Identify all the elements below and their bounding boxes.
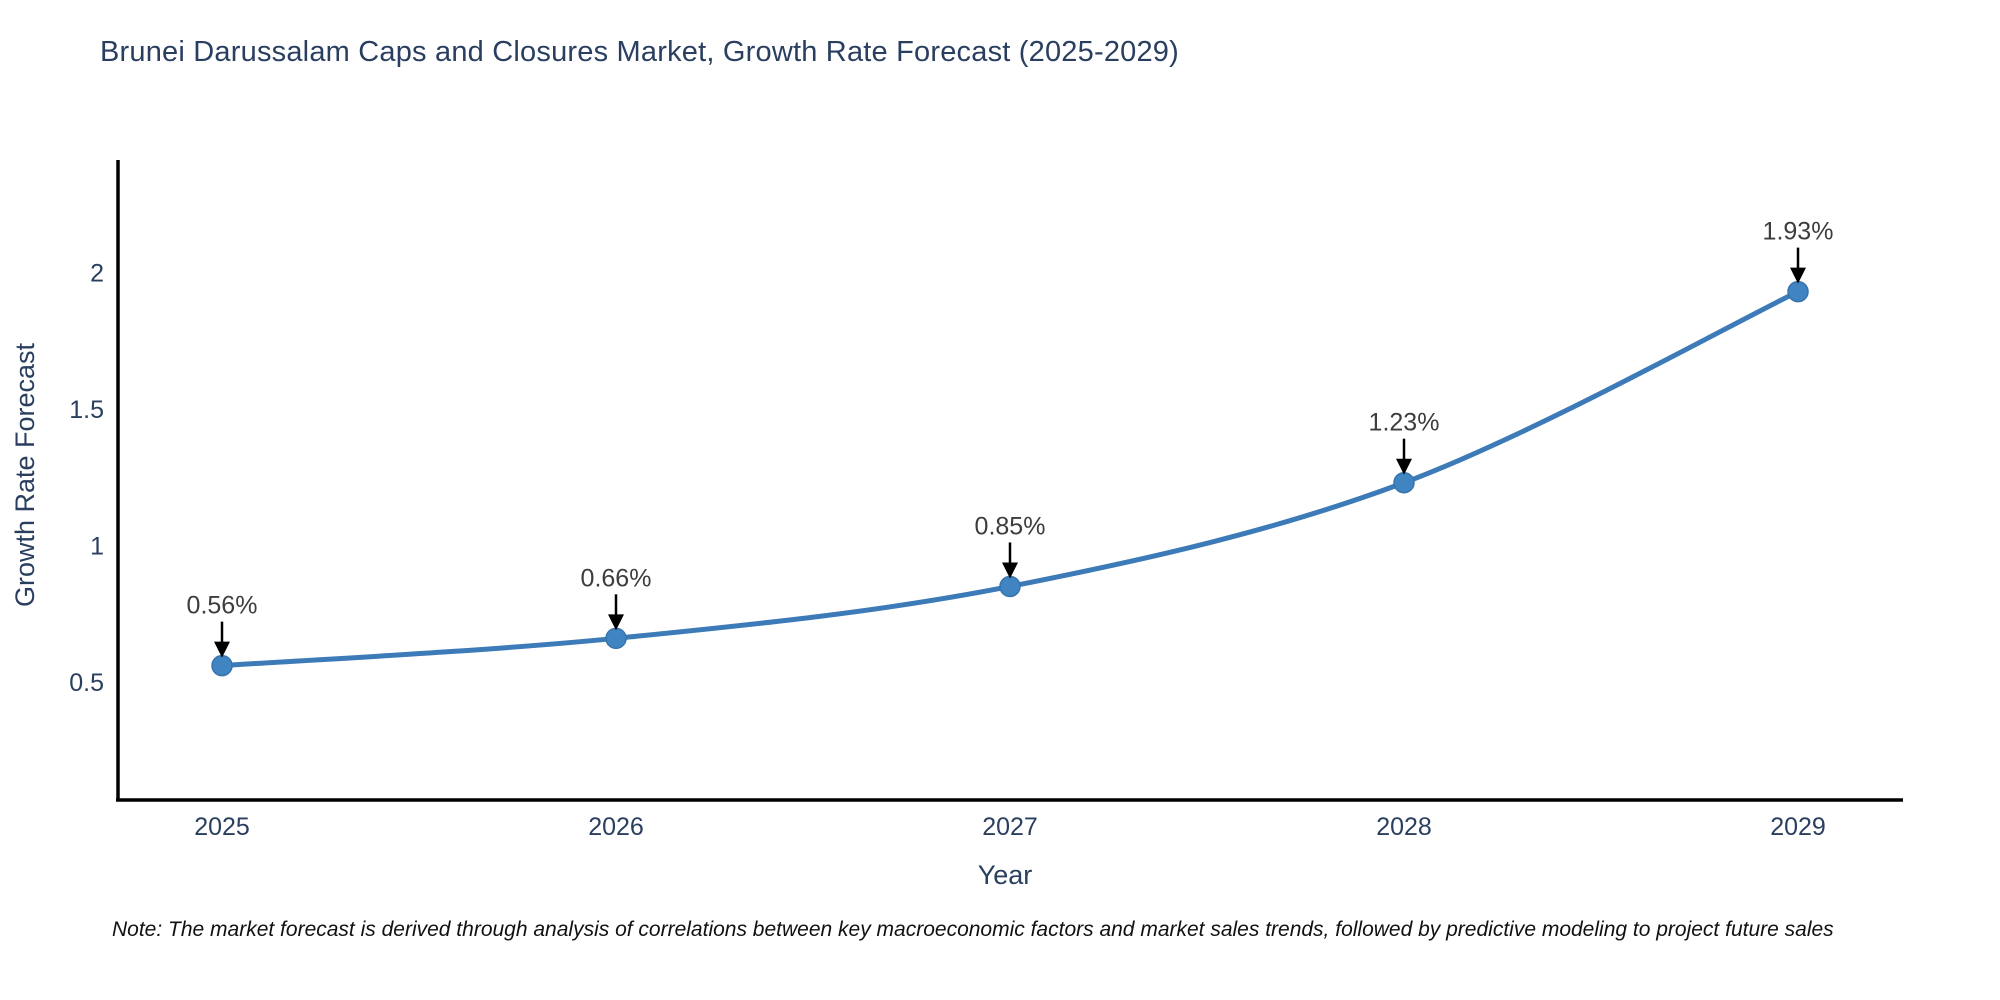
- chart-title: Brunei Darussalam Caps and Closures Mark…: [100, 36, 1179, 68]
- data-point-marker: [1787, 280, 1809, 303]
- data-point-label: 0.66%: [581, 564, 652, 592]
- y-tick-label: 1: [90, 533, 104, 561]
- annotation-arrowhead: [1790, 267, 1806, 284]
- data-point-marker: [605, 627, 627, 650]
- data-point-label: 1.93%: [1763, 218, 1834, 246]
- annotation-arrowhead: [1396, 458, 1412, 475]
- y-tick-label: 1.5: [69, 396, 104, 424]
- x-tick-label: 2027: [982, 813, 1038, 841]
- x-tick-label: 2026: [588, 813, 644, 841]
- x-tick-label: 2029: [1770, 813, 1826, 841]
- x-tick-label: 2028: [1376, 813, 1432, 841]
- data-point-marker: [1393, 471, 1415, 494]
- data-point-marker: [211, 654, 233, 677]
- data-point-marker: [999, 575, 1021, 598]
- data-point-label: 0.85%: [975, 512, 1046, 540]
- footnote: Note: The market forecast is derived thr…: [112, 918, 1834, 941]
- data-point-label: 0.56%: [187, 592, 258, 620]
- annotation-arrowhead: [608, 614, 624, 631]
- series-line: [219, 289, 1801, 669]
- y-tick-label: 2: [90, 260, 104, 288]
- y-axis-title: Growth Rate Forecast: [10, 342, 40, 607]
- x-axis-title: Year: [978, 860, 1033, 890]
- x-tick-label: 2025: [194, 813, 250, 841]
- data-point-label: 1.23%: [1369, 409, 1440, 437]
- annotation-arrowhead: [214, 641, 230, 658]
- y-tick-label: 0.5: [69, 669, 104, 697]
- annotation-arrowhead: [1002, 562, 1018, 579]
